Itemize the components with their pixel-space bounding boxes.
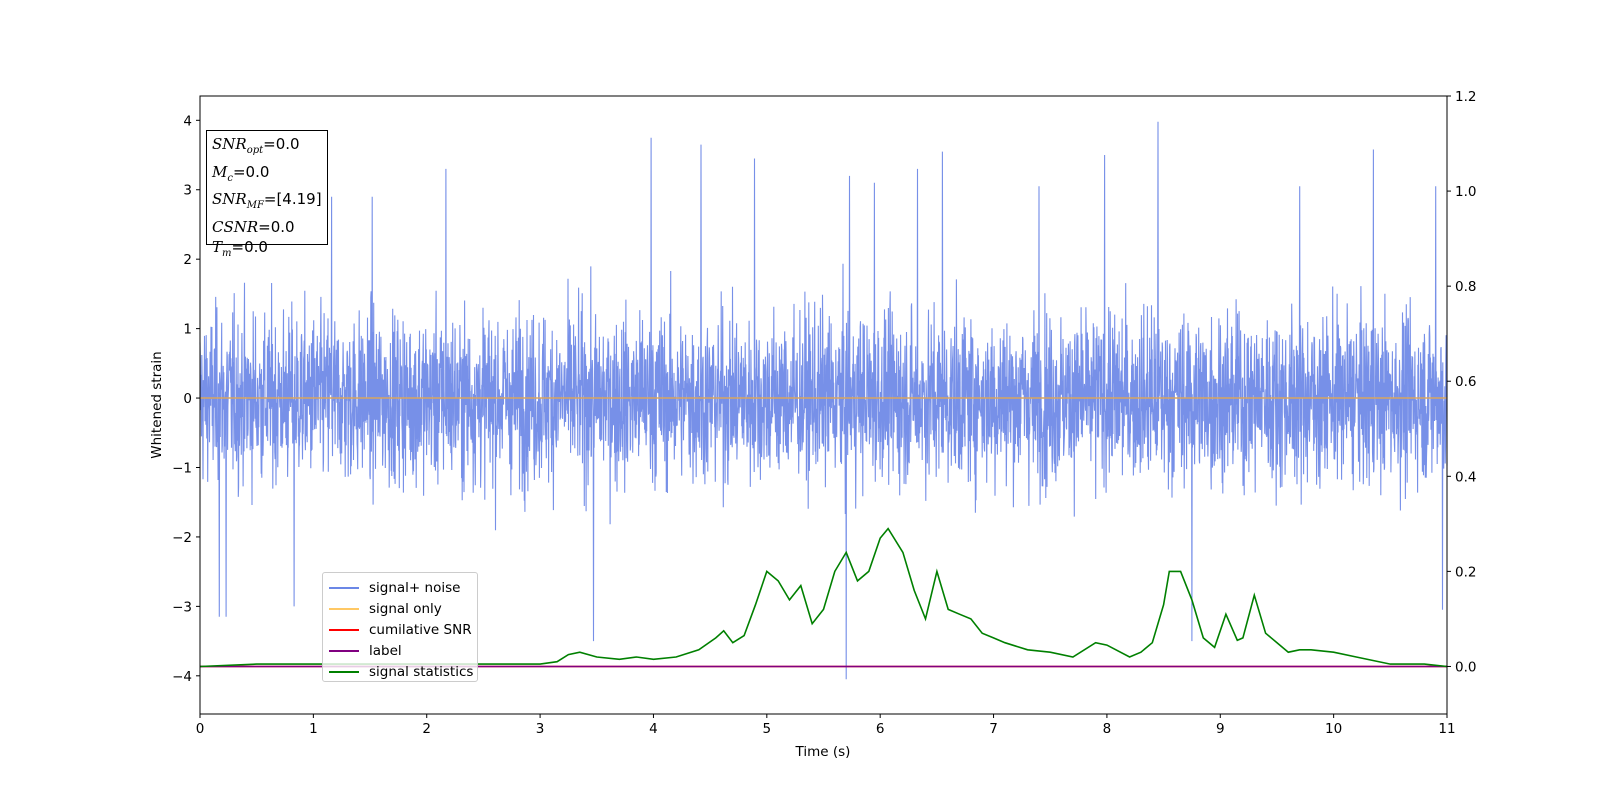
legend-swatch [329, 586, 359, 589]
x-tick-label: 6 [876, 721, 885, 737]
legend-item-cumulative-snr: cumilative SNR [329, 619, 477, 640]
y-axis-label: Whitened strain [149, 351, 165, 458]
x-tick-label: 7 [989, 721, 998, 737]
legend-item-signal-only: signal only [329, 598, 477, 619]
legend-label: cumilative SNR [369, 621, 472, 638]
stat-tm: Tm=0.0 [212, 238, 268, 259]
y2-tick-label: 0.6 [1455, 374, 1476, 390]
axes: 0 1 2 3 4 5 6 7 8 9 10 1143210−1−2−3−40.00.20.40.60… [172, 89, 1476, 737]
signal-statistics-line [199, 527, 1448, 668]
legend-swatch [329, 628, 359, 631]
y-tick-label: 0 [183, 391, 192, 407]
stats-textbox: SNRopt=0.0 Mc=0.0 SNRMF=[4.19] CSNR=0.0 … [206, 130, 328, 259]
legend-item-label: label [329, 640, 477, 661]
y2-tick-label: 1.0 [1455, 184, 1476, 200]
legend-swatch [329, 649, 359, 652]
legend: signal+ noise signal only cumilative SNR… [322, 572, 478, 682]
y2-tick-label: 0.4 [1455, 469, 1476, 485]
x-tick-label: 10 [1325, 721, 1342, 737]
x-tick-label: 0 [196, 721, 205, 737]
y2-tick-label: 1.2 [1455, 89, 1476, 105]
signal-noise-line [199, 121, 1448, 680]
y2-tick-label: 0.0 [1455, 659, 1476, 675]
y-tick-label: −1 [172, 460, 192, 476]
legend-item-signal-noise: signal+ noise [329, 577, 477, 598]
y2-tick-label: 0.2 [1455, 564, 1476, 580]
legend-swatch [329, 670, 359, 673]
x-tick-label: 11 [1438, 721, 1455, 737]
plot-frame [199, 95, 1448, 715]
y-tick-label: −2 [172, 530, 192, 546]
y-tick-label: 4 [183, 113, 192, 129]
y2-tick-label: 0.8 [1455, 279, 1476, 295]
y-tick-label: 2 [183, 252, 192, 268]
legend-label: label [369, 642, 402, 659]
stat-mc: Mc=0.0 [212, 162, 270, 184]
stat-snr-opt: SNRopt=0.0 [212, 135, 300, 156]
legend-label: signal+ noise [369, 579, 461, 596]
x-tick-label: 3 [536, 721, 545, 737]
x-axis-label: Time (s) [795, 744, 851, 760]
x-tick-label: 8 [1103, 721, 1112, 737]
x-tick-label: 9 [1216, 721, 1225, 737]
y-tick-label: −3 [172, 599, 192, 615]
stat-snr-mf: SNRMF=[4.19] [212, 190, 322, 211]
legend-label: signal only [369, 600, 442, 617]
stat-csnr: CSNR=0.0 [212, 217, 295, 236]
legend-item-signal-statistics: signal statistics [329, 661, 477, 682]
noise-series [199, 121, 1448, 680]
x-tick-label: 2 [422, 721, 431, 737]
legend-label: signal statistics [369, 663, 474, 680]
x-tick-label: 4 [649, 721, 658, 737]
y-tick-label: −4 [172, 669, 192, 685]
legend-swatch [329, 607, 359, 610]
x-tick-label: 1 [309, 721, 318, 737]
y-tick-label: 3 [183, 183, 192, 199]
y-tick-label: 1 [183, 322, 192, 338]
x-tick-label: 5 [763, 721, 772, 737]
